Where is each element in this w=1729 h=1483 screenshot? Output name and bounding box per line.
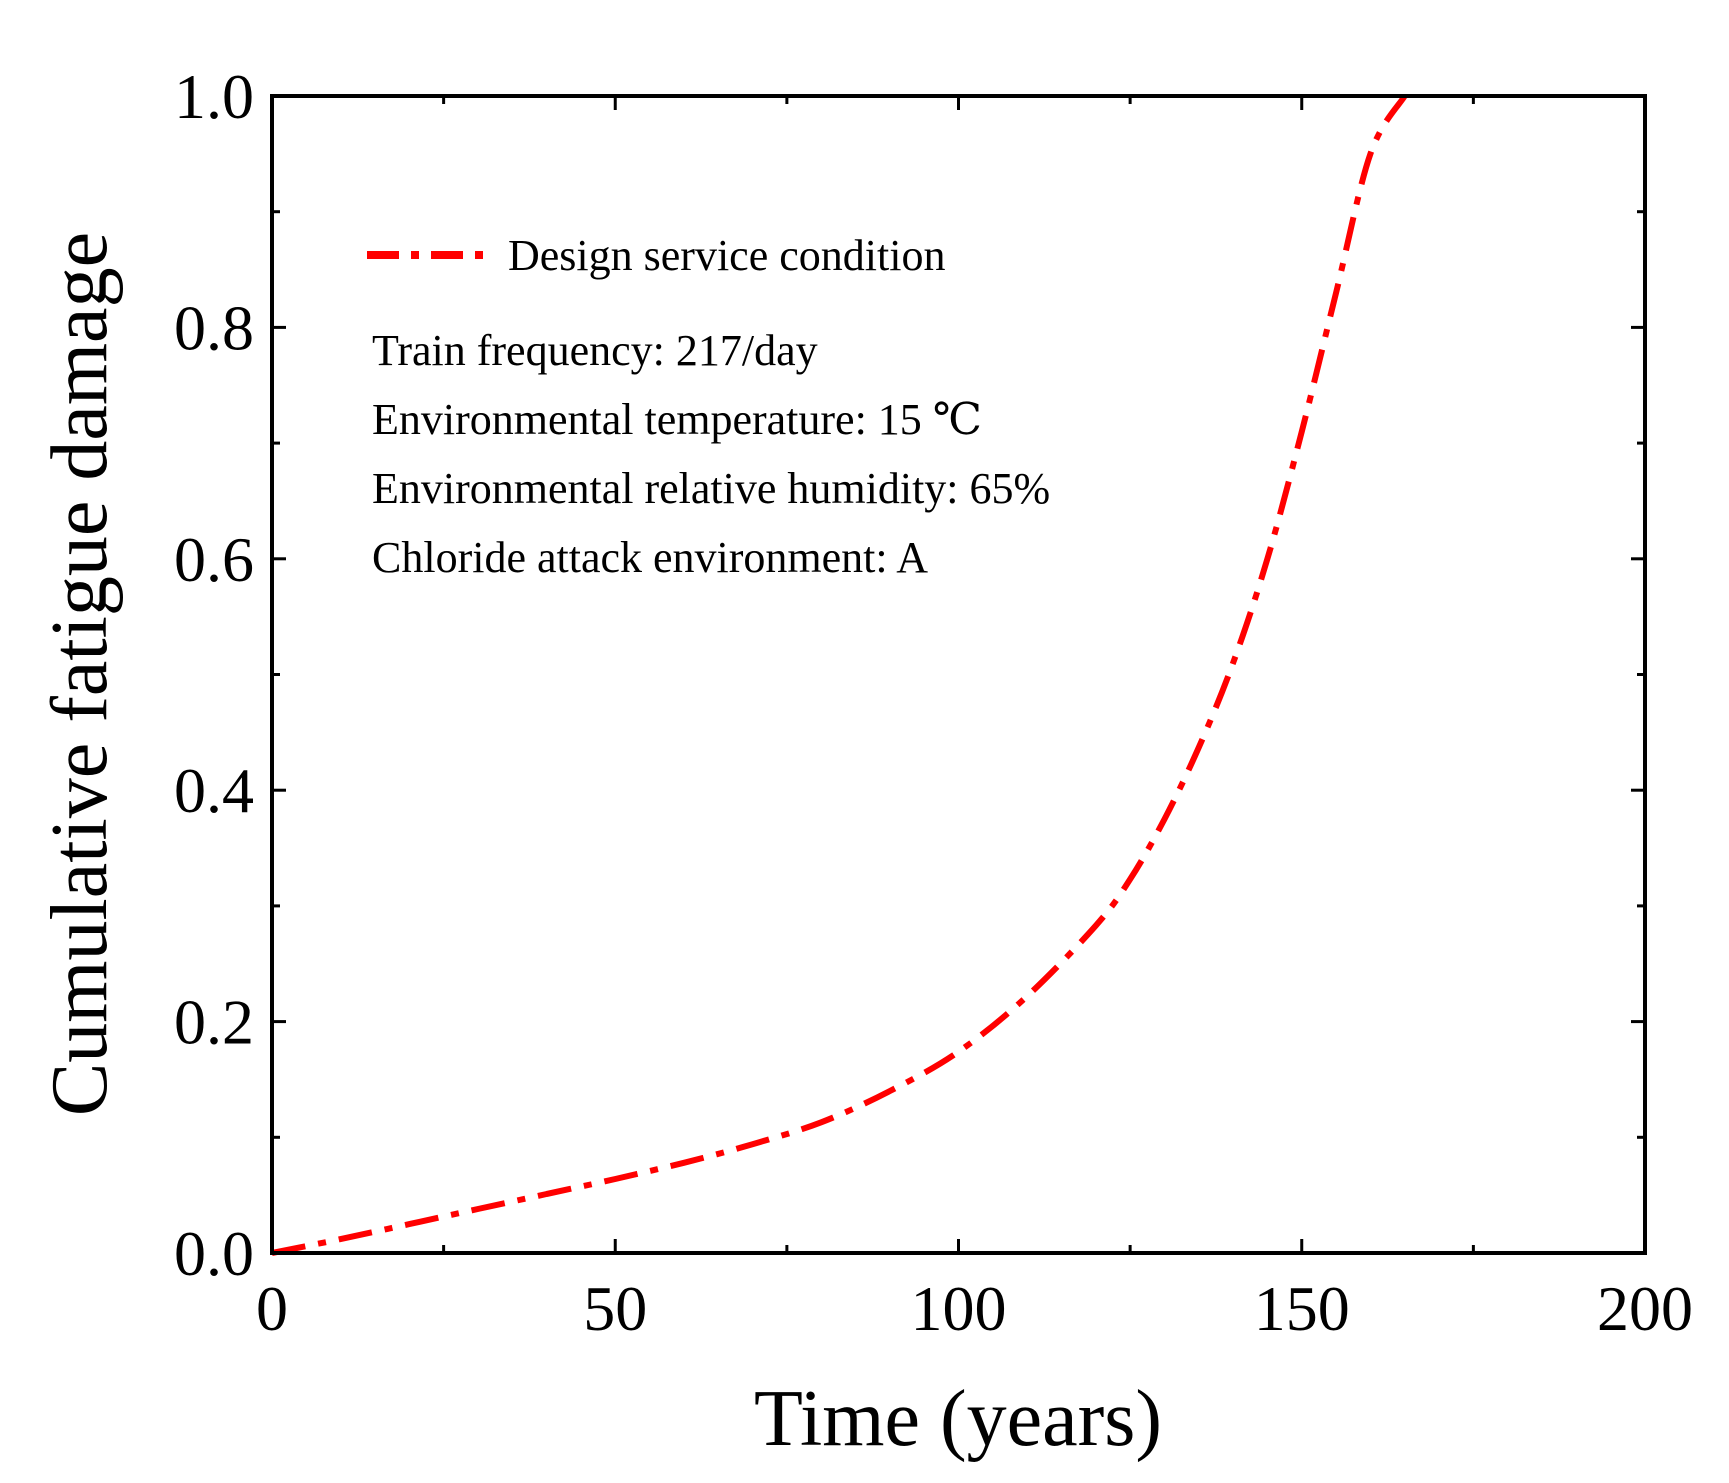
x-tick-label: 100 — [911, 1273, 1007, 1344]
y-tick-label: 1.0 — [174, 61, 254, 132]
x-tick-label: 50 — [583, 1273, 647, 1344]
y-tick-label: 0.8 — [174, 292, 254, 363]
series-layer — [271, 94, 1408, 1256]
annotation-chloride-attack-environment: Chloride attack environment: A — [372, 533, 928, 582]
series-line-design-service-condition — [271, 94, 1408, 1256]
legend-label-design-service-condition: Design service condition — [508, 231, 945, 280]
y-tick-label: 0.2 — [174, 987, 254, 1058]
x-axis-title: Time (years) — [754, 1375, 1162, 1463]
ticks-layer — [270, 94, 1647, 1255]
annotation-block: Train frequency: 217/day Environmental t… — [372, 326, 1050, 582]
y-axis-title: Cumulative fatigue damage — [36, 232, 124, 1116]
y-tick-label: 0.0 — [174, 1218, 254, 1289]
plot-frame — [270, 94, 1647, 1255]
legend: Design service condition — [367, 231, 945, 280]
y-tick-label: 0.6 — [174, 524, 254, 595]
annotation-train-frequency: Train frequency: 217/day — [372, 326, 818, 375]
labels-layer: 0 50 100 150 200 0.0 0.2 0.4 0.6 0.8 1.0 — [174, 61, 1693, 1344]
x-tick-label: 200 — [1597, 1273, 1693, 1344]
annotation-environmental-relative-humidity: Environmental relative humidity: 65% — [372, 464, 1050, 513]
y-tick-label: 0.4 — [174, 755, 254, 826]
annotation-environmental-temperature: Environmental temperature: 15 ℃ — [372, 395, 982, 444]
x-tick-label: 0 — [256, 1273, 288, 1344]
x-tick-label: 150 — [1254, 1273, 1350, 1344]
